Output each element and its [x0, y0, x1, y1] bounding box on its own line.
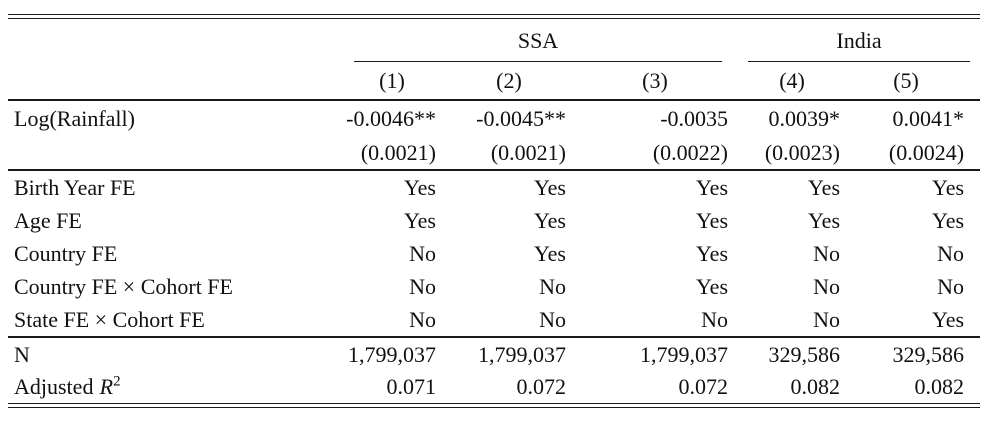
std-error-row-spacer — [8, 136, 340, 171]
table-bottom-rule — [8, 403, 980, 408]
adjusted-r2-cell: 0.071 — [386, 374, 437, 399]
column-group-row: SSA India — [8, 19, 980, 62]
std-error-cell: (0.0022) — [574, 136, 737, 171]
fe-cell: Yes — [403, 207, 436, 233]
fe-cell: No — [937, 273, 965, 299]
fe-cell: Yes — [533, 240, 566, 266]
std-error-row: (0.0021) (0.0021) (0.0022) (0.0023) (0.0… — [8, 136, 981, 171]
column-header-2: (2) — [444, 62, 574, 101]
observations-row: N 1,799,037 1,799,037 1,799,037 329,586 … — [8, 337, 980, 371]
fe-cell: No — [409, 273, 436, 299]
group-header-ssa: SSA — [340, 19, 736, 62]
coefficient-row: Log(Rainfall) -0.0046** -0.0045** -0.003… — [8, 100, 980, 136]
fe-row-label: Country FE × Cohort FE — [14, 273, 233, 299]
observations-row-label: N — [14, 341, 30, 367]
group-label-india: India — [836, 28, 882, 53]
column-header-5: (5) — [848, 62, 981, 101]
observations-cell: 1,799,037 — [640, 341, 729, 367]
regression-table-grid: SSA India (1) (2) (3) (4) (5) — [8, 19, 981, 403]
fe-cell: Yes — [808, 174, 841, 200]
regression-table: SSA India (1) (2) (3) (4) (5) — [8, 14, 981, 408]
fe-cell: No — [937, 240, 965, 266]
colnum-row-spacer — [8, 62, 340, 101]
coefficient-row-label: Log(Rainfall) — [14, 105, 135, 131]
column-header-3: (3) — [574, 62, 737, 101]
adjusted-r2-cell: 0.082 — [914, 374, 965, 399]
column-header-1: (1) — [340, 62, 444, 101]
observations-cell: 1,799,037 — [478, 341, 566, 367]
column-number-row: (1) (2) (3) (4) (5) — [8, 62, 981, 101]
r-symbol: R — [99, 374, 114, 399]
group-header-ssa-underline: SSA — [354, 28, 723, 62]
fe-cell: No — [813, 240, 841, 266]
observations-cell: 329,586 — [892, 341, 965, 367]
fe-row-country-cohort: Country FE × Cohort FE No No Yes No No — [8, 270, 980, 303]
fe-row-label: Country FE — [14, 240, 118, 266]
adjusted-r2-cell: 0.072 — [516, 374, 567, 399]
fe-cell: No — [539, 273, 566, 299]
table-top-rule — [8, 14, 980, 19]
adjusted-r2-label-prefix: Adjusted — [14, 374, 94, 399]
estimate-cell: 0.0041* — [892, 105, 965, 131]
std-error-cell: (0.0023) — [736, 136, 849, 171]
fe-cell: Yes — [696, 174, 729, 200]
observations-cell: 1,799,037 — [348, 341, 436, 367]
estimate-cell: 0.0039* — [768, 105, 841, 131]
group-header-india: India — [736, 19, 980, 62]
r-superscript: 2 — [113, 373, 121, 390]
group-header-india-underline: India — [748, 28, 971, 62]
adjusted-r2-row: Adjusted R2 0.071 0.072 0.072 0.082 0.082 — [8, 371, 980, 403]
group-row-spacer — [8, 19, 340, 62]
fe-row-state-cohort: State FE × Cohort FE No No No No Yes — [8, 303, 981, 338]
fe-cell: Yes — [533, 207, 566, 233]
fe-cell: Yes — [533, 174, 566, 200]
fe-cell: Yes — [696, 207, 729, 233]
adjusted-r2-cell: 0.082 — [790, 374, 841, 399]
std-error-cell: (0.0021) — [444, 136, 574, 171]
estimate-cell: -0.0046** — [346, 105, 436, 131]
fe-cell: Yes — [696, 273, 729, 299]
fe-row-label: Age FE — [14, 207, 82, 233]
estimate-cell: -0.0035 — [660, 105, 729, 131]
fe-cell: Yes — [932, 207, 965, 233]
fe-row-label: State FE × Cohort FE — [8, 303, 340, 338]
fe-cell: No — [813, 273, 841, 299]
fe-cell: Yes — [696, 240, 729, 266]
fe-cell: Yes — [848, 303, 981, 338]
fe-cell: No — [736, 303, 849, 338]
std-error-cell: (0.0021) — [340, 136, 444, 171]
fe-row-country: Country FE No Yes Yes No No — [8, 237, 980, 270]
fe-row-label: Birth Year FE — [14, 174, 136, 200]
column-header-4: (4) — [736, 62, 849, 101]
fe-row-birth-year: Birth Year FE Yes Yes Yes Yes Yes — [8, 170, 980, 204]
group-label-ssa: SSA — [517, 28, 559, 53]
std-error-cell: (0.0024) — [848, 136, 981, 171]
fe-cell: No — [340, 303, 444, 338]
fe-cell: No — [574, 303, 737, 338]
estimate-cell: -0.0045** — [476, 105, 566, 131]
fe-cell: No — [409, 240, 436, 266]
fe-cell: No — [444, 303, 574, 338]
adjusted-r2-cell: 0.072 — [678, 374, 729, 399]
observations-cell: 329,586 — [768, 341, 841, 367]
fe-cell: Yes — [808, 207, 841, 233]
fe-cell: Yes — [403, 174, 436, 200]
adjusted-r2-row-label: Adjusted R2 — [8, 371, 340, 403]
fe-row-age: Age FE Yes Yes Yes Yes Yes — [8, 204, 980, 237]
fe-cell: Yes — [932, 174, 965, 200]
